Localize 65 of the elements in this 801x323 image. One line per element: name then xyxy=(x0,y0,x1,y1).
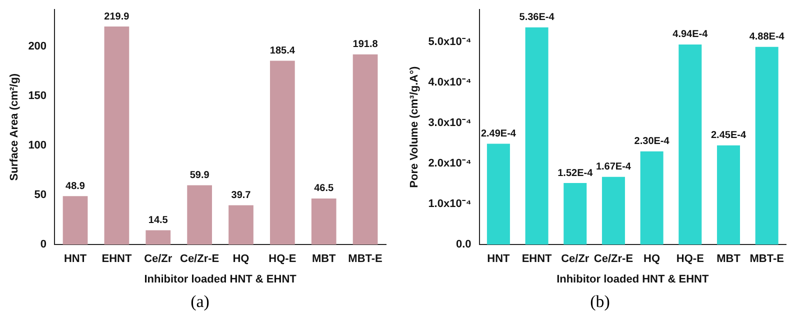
x-axis-title: Inhibitor loaded HNT & EHNT xyxy=(556,273,709,286)
y-tick-label: 2.0x10⁻⁴ xyxy=(428,158,472,170)
y-axis-title: Pore Volume (cm³/g.A°) xyxy=(408,66,421,188)
data-label: 1.67E-4 xyxy=(596,162,632,173)
data-label: 4.94E-4 xyxy=(672,29,708,40)
x-tick-label: HNT xyxy=(64,253,87,266)
bar xyxy=(525,27,548,245)
data-label: 2.45E-4 xyxy=(710,130,746,142)
x-tick-label: Ce/Zr-E xyxy=(594,253,634,266)
x-tick-label: MBT-E xyxy=(348,253,382,266)
bar xyxy=(352,54,378,245)
x-tick-label: MBT xyxy=(716,253,741,266)
y-tick-label: 4.0x10⁻⁴ xyxy=(428,76,472,89)
bar xyxy=(187,185,212,245)
y-axis-title: Surface Area (cm²/g) xyxy=(8,73,21,181)
x-tick-label: Ce/Zr xyxy=(561,253,590,266)
x-axis-title: Inhibitor loaded HNT & EHNT xyxy=(144,273,297,286)
bar xyxy=(270,60,295,245)
bar xyxy=(146,230,171,245)
data-label: 219.9 xyxy=(104,11,130,22)
x-tick-label: HQ-E xyxy=(268,253,296,266)
data-label: 191.8 xyxy=(352,39,378,50)
y-tick-label: 50 xyxy=(34,189,47,202)
x-tick-label: Ce/Zr-E xyxy=(180,253,220,266)
x-tick-label: MBT xyxy=(312,253,336,266)
bar xyxy=(716,145,740,245)
y-tick-label: 0 xyxy=(40,238,47,251)
data-label: 46.5 xyxy=(314,183,334,194)
data-label: 48.9 xyxy=(66,180,86,192)
bar xyxy=(228,205,254,245)
data-label: 185.4 xyxy=(270,46,296,57)
bar xyxy=(678,44,702,245)
data-label: 1.52E-4 xyxy=(558,168,594,179)
x-tick-label: HQ xyxy=(232,253,250,266)
bar xyxy=(311,198,336,245)
text: (a) xyxy=(190,292,210,312)
bar xyxy=(104,26,130,245)
data-label: 14.5 xyxy=(148,214,168,226)
y-tick-label: 100 xyxy=(28,139,47,152)
bar xyxy=(486,144,510,245)
x-tick-label: MBT-E xyxy=(750,253,784,266)
data-label: 2.30E-4 xyxy=(634,136,670,148)
x-tick-label: EHNT xyxy=(522,253,552,266)
data-label: 5.36E-4 xyxy=(519,12,555,24)
data-label: 39.7 xyxy=(231,190,252,201)
y-tick-label: 3.0x10⁻⁴ xyxy=(428,117,472,130)
bar xyxy=(564,183,587,245)
data-label: 2.49E-4 xyxy=(480,128,516,140)
x-tick-label: HNT xyxy=(487,253,510,266)
bar xyxy=(602,176,625,245)
bar xyxy=(755,46,778,245)
y-tick-label: 200 xyxy=(28,40,47,52)
bar xyxy=(640,151,664,245)
y-tick-label: 150 xyxy=(28,90,47,102)
x-tick-label: HQ-E xyxy=(676,253,704,266)
x-tick-label: HQ xyxy=(644,253,661,266)
y-tick-label: 5.0x10⁻⁴ xyxy=(428,36,472,48)
data-label: 59.9 xyxy=(190,170,210,181)
x-tick-label: EHNT xyxy=(102,253,132,266)
y-tick-label: 1.0x10⁻⁴ xyxy=(428,198,472,210)
text: (b) xyxy=(589,292,611,312)
x-tick-label: Ce/Zr xyxy=(144,253,173,266)
bar xyxy=(62,196,88,245)
y-tick-label: 0.0 xyxy=(456,238,472,251)
data-label: 4.88E-4 xyxy=(749,32,785,43)
